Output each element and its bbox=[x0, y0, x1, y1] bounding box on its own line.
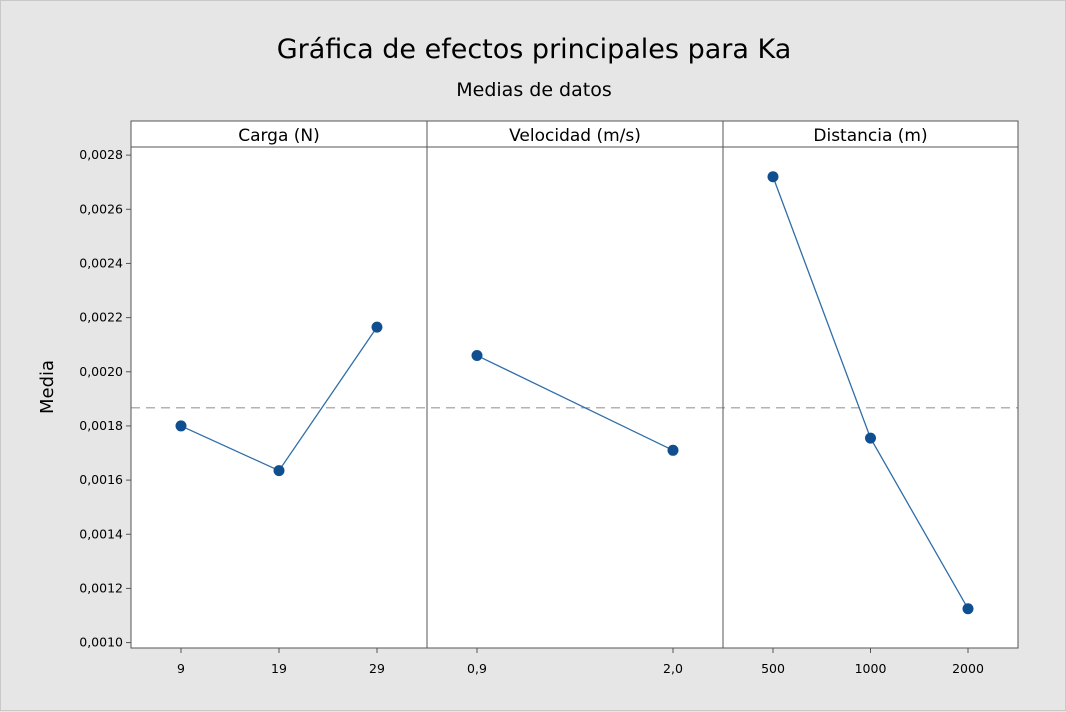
x-tick-label: 29 bbox=[369, 661, 385, 676]
data-point bbox=[471, 350, 483, 362]
x-tick-label: 1000 bbox=[855, 661, 887, 676]
data-point bbox=[273, 465, 285, 477]
plot-area: 0,0010 0,0012 0,0014 0,0016 0,0018 0,0020 0,00… bbox=[79, 120, 1019, 676]
x-tick-label: 19 bbox=[271, 661, 287, 676]
data-point bbox=[767, 171, 779, 183]
data-point bbox=[371, 321, 383, 333]
series-line bbox=[476, 354, 674, 451]
y-tick-label: 0,0026 bbox=[79, 201, 123, 216]
x-tick-label: 0,9 bbox=[467, 661, 487, 676]
chart-title: Gráfica de efectos principales para Ka bbox=[277, 34, 792, 65]
y-tick-label: 0,0020 bbox=[79, 364, 123, 379]
panel-header-strip bbox=[131, 121, 1018, 147]
x-tick-label: 2000 bbox=[952, 661, 984, 676]
y-tick-label: 0,0012 bbox=[79, 580, 123, 595]
x-tick-label: 500 bbox=[761, 661, 785, 676]
chart-subtitle: Medias de datos bbox=[456, 79, 611, 101]
plot-background bbox=[131, 121, 1018, 648]
data-point bbox=[962, 603, 974, 615]
panel-label: Velocidad (m/s) bbox=[509, 126, 641, 146]
x-tick-label: 9 bbox=[177, 661, 185, 676]
panel-label: Distancia (m) bbox=[813, 126, 927, 146]
data-point bbox=[865, 432, 876, 444]
y-tick-label: 0,0010 bbox=[79, 635, 123, 650]
data-point bbox=[667, 444, 679, 456]
y-tick-label: 0,0028 bbox=[79, 147, 123, 162]
data-point bbox=[175, 420, 187, 432]
y-tick-label: 0,0024 bbox=[79, 255, 123, 270]
y-axis-label: Media bbox=[37, 360, 58, 414]
y-tick-label: 0,0018 bbox=[79, 418, 123, 433]
panel-label: Carga (N) bbox=[238, 126, 320, 146]
y-tick-label: 0,0014 bbox=[79, 526, 123, 541]
x-tick-label: 2,0 bbox=[663, 661, 683, 676]
y-tick-label: 0,0016 bbox=[79, 472, 123, 487]
y-tick-label: 0,0022 bbox=[79, 310, 123, 325]
plot-border bbox=[130, 120, 1019, 649]
